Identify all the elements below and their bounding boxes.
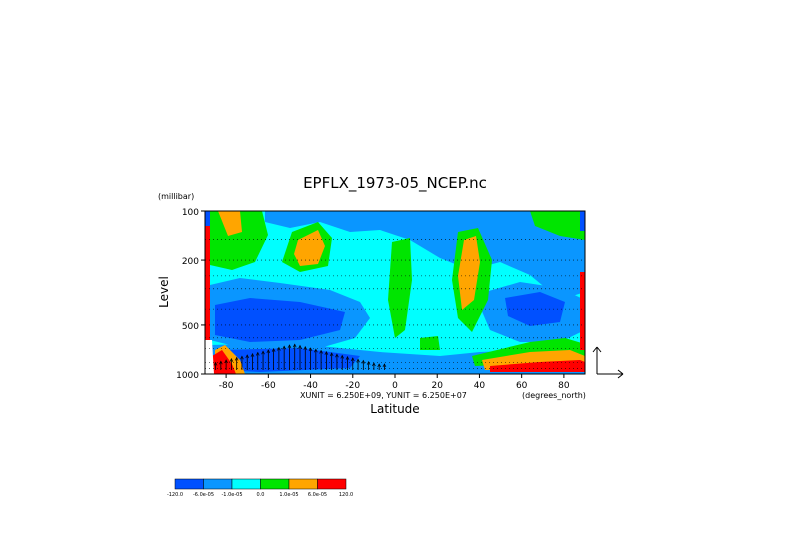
vector-arrowhead xyxy=(340,354,345,359)
vector-arrowhead xyxy=(366,360,371,365)
x-tick-label: -40 xyxy=(303,381,318,391)
vector-arrowhead xyxy=(240,355,244,360)
vector-arrowhead xyxy=(271,347,276,352)
vector-arrowhead xyxy=(319,349,323,354)
left-edge-red xyxy=(205,226,210,341)
vector-arrowhead xyxy=(335,353,339,358)
vector-arrowhead xyxy=(324,350,329,355)
vector-arrowhead xyxy=(255,351,260,356)
vector-arrowhead xyxy=(308,347,313,352)
vector-arrowhead xyxy=(266,349,271,354)
vector-arrowhead xyxy=(219,360,223,365)
colorbar-label: 0.0 xyxy=(257,492,265,498)
y-tick-label: 200 xyxy=(182,257,199,267)
unit-note: XUNIT = 6.250E+09, YUNIT = 6.250E+07 xyxy=(300,391,467,400)
vector-arrowhead xyxy=(361,359,366,364)
colorbar: -120.0 -6.0e-05 -1.0e-05 0.0 1.0e-05 6.0e-05 1… xyxy=(167,478,353,498)
y-tick-label: 100 xyxy=(182,208,199,218)
x-units-label: (degrees_north) xyxy=(522,391,586,400)
contour-green-eq xyxy=(388,238,412,338)
y-tick-label: 1000 xyxy=(176,371,199,381)
vector-arrowhead xyxy=(234,356,239,361)
vector-arrowhead xyxy=(292,343,297,348)
axes: -80 -60 -40 -20 0 20 40 60 80 100 200 500 1000 xyxy=(176,208,570,391)
vector-arrowhead xyxy=(298,344,302,349)
colorbar-swatch xyxy=(231,478,261,490)
vector-field xyxy=(213,343,387,370)
x-tick-label: 0 xyxy=(392,381,398,391)
colorbar-label: -6.0e-05 xyxy=(193,492,214,498)
vector-arrowhead xyxy=(287,344,292,349)
vector-arrowhead xyxy=(314,348,318,353)
right-edge-red xyxy=(580,272,585,350)
vector-arrowhead xyxy=(377,363,381,368)
chart-title: EPFLX_1973-05_NCEP.nc xyxy=(303,174,487,193)
contour-orange-nw xyxy=(294,230,325,266)
contour-orange-ne xyxy=(458,236,480,310)
contour-field xyxy=(205,211,585,374)
left-edge-top xyxy=(205,211,210,226)
x-tick-label: -60 xyxy=(261,381,276,391)
contour-upper-blue xyxy=(265,211,585,300)
vector-arrowhead xyxy=(282,345,286,350)
colorbar-swatch xyxy=(260,478,290,490)
colorbar-label: -120.0 xyxy=(167,492,183,498)
reference-vector xyxy=(592,346,624,379)
contour-lower-deep xyxy=(218,348,360,372)
contour-green-lowcenter xyxy=(420,336,440,350)
contour-south-deep xyxy=(215,298,345,342)
vector-arrowhead xyxy=(382,363,387,368)
y-tick-label: 500 xyxy=(182,322,199,332)
contour-green-sw xyxy=(205,211,268,270)
contour-red-nbottom xyxy=(490,360,585,372)
x-tick-label: 20 xyxy=(431,381,443,391)
x-axis-label: Latitude xyxy=(370,402,419,416)
contour-north-deep xyxy=(505,292,565,326)
vector-arrowhead xyxy=(261,350,265,355)
vector-arrowhead xyxy=(329,352,334,357)
colorbar-label: 1.0e-05 xyxy=(279,492,298,498)
contour-red-sbottom xyxy=(212,350,236,374)
colorbar-swatch xyxy=(317,478,347,490)
contour-orange-sw xyxy=(218,211,242,236)
vector-arrowhead xyxy=(345,355,350,360)
contour-green-nr xyxy=(530,211,585,240)
x-tick-label: -80 xyxy=(219,381,234,391)
y-axis-label: Level xyxy=(157,276,171,308)
grid xyxy=(205,239,585,369)
colorbar-swatch xyxy=(203,478,233,490)
colorbar-label: -1.0e-05 xyxy=(222,492,243,498)
y-units-label: (millibar) xyxy=(158,192,194,201)
vector-arrowhead xyxy=(250,352,255,357)
vector-arrowhead xyxy=(356,358,360,363)
x-tick-label: 60 xyxy=(516,381,528,391)
x-tick-label: 40 xyxy=(474,381,486,391)
colorbar-label: 120.0 xyxy=(339,492,353,498)
vector-arrowhead xyxy=(303,345,308,350)
vector-arrowhead xyxy=(229,357,234,362)
terrain-mask xyxy=(205,340,214,374)
vector-arrowhead xyxy=(372,362,376,367)
vector-arrowhead xyxy=(277,346,281,351)
x-tick-label: 80 xyxy=(558,381,570,391)
vector-arrowhead xyxy=(224,359,228,364)
vector-arrowhead xyxy=(213,361,218,366)
colorbar-swatch xyxy=(288,478,318,490)
vector-arrowhead xyxy=(350,357,355,362)
colorbar-label: 6.0e-05 xyxy=(308,492,327,498)
colorbar-swatch xyxy=(174,478,204,490)
right-edge-top xyxy=(580,211,585,231)
vector-arrowhead xyxy=(245,354,250,359)
x-tick-label: -20 xyxy=(345,381,360,391)
